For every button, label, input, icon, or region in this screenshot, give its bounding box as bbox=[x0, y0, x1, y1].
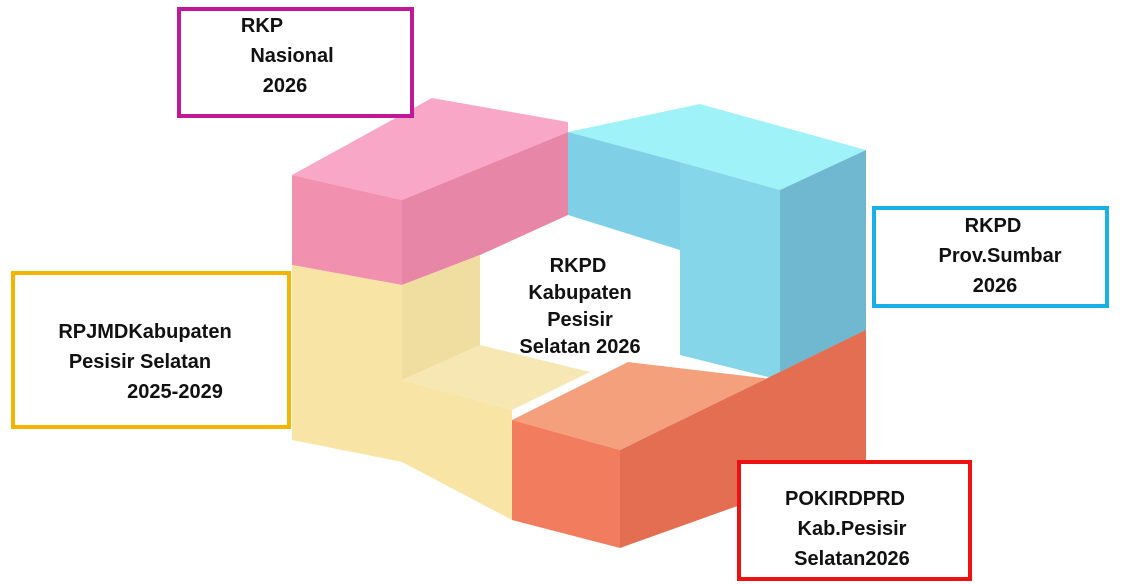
label-line: 2026 bbox=[263, 75, 308, 97]
label-line: POKIRDPRD bbox=[785, 488, 905, 510]
blue-front bbox=[680, 162, 780, 380]
label-line: Nasional bbox=[250, 45, 333, 67]
label-line: Pesisir Selatan bbox=[69, 351, 211, 373]
label-line: RKPD bbox=[965, 215, 1022, 237]
label-line: RPJMDKabupaten bbox=[58, 321, 231, 343]
label-line: 2026 bbox=[973, 275, 1018, 297]
label-line: Kabupaten bbox=[528, 282, 631, 304]
label-line: RKP bbox=[241, 15, 283, 37]
label-line: Selatan2026 bbox=[794, 548, 910, 570]
box-rpjmd bbox=[13, 273, 289, 427]
label-line: 2025-2029 bbox=[127, 381, 223, 403]
label-line: Pesisir bbox=[547, 309, 613, 331]
label-line: Prov.Sumbar bbox=[939, 245, 1062, 267]
diagram: RKP Nasional 2026 RKPD Prov.Sumbar 2026 RPJMDK… bbox=[0, 0, 1126, 584]
label-line: Kab.Pesisir bbox=[798, 518, 907, 540]
label-line: Selatan 2026 bbox=[519, 336, 640, 358]
label-line: RKPD bbox=[550, 255, 607, 277]
